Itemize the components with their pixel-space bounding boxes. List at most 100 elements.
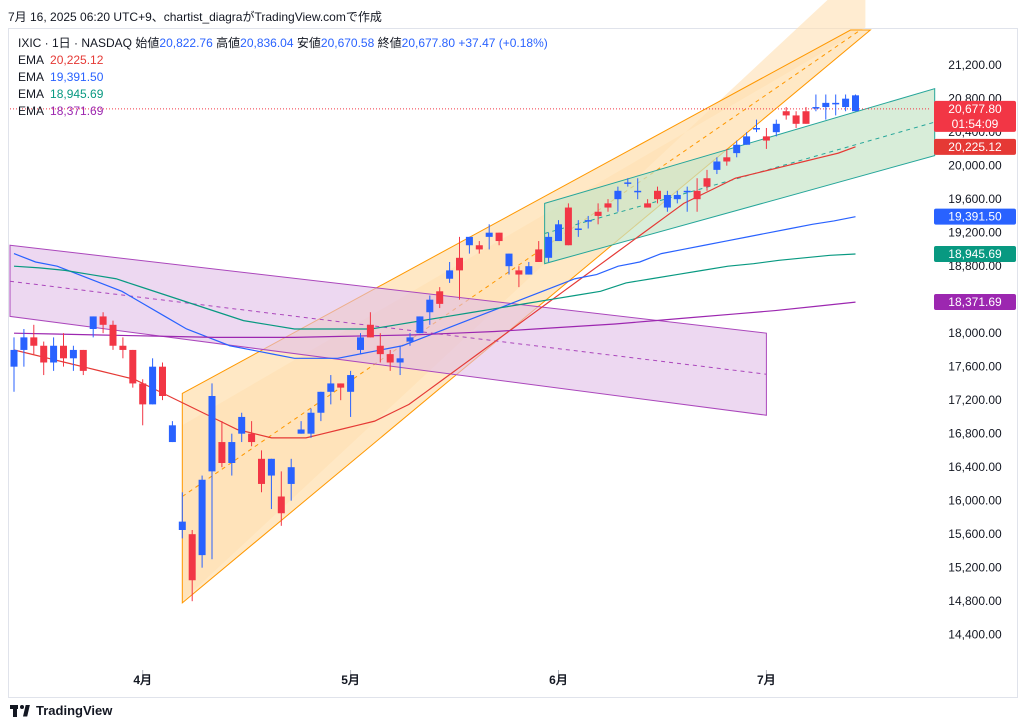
candle-body (644, 203, 652, 208)
ema-line-3 (13, 253, 856, 330)
candle-body (426, 299, 434, 313)
candle-body (228, 442, 236, 463)
candle-body (693, 190, 701, 200)
candle-body (723, 157, 731, 162)
candle-body (129, 349, 137, 384)
high-label: 高値 (216, 36, 241, 50)
candle-body (733, 144, 741, 154)
candle-body (842, 98, 850, 108)
candle-body (99, 316, 107, 325)
y-tick-label: 20,000.00 (948, 159, 1002, 173)
candle-body (198, 479, 206, 556)
candle-body (515, 270, 523, 275)
candle-body (297, 429, 305, 434)
candle-body (564, 207, 572, 246)
candle-body (307, 412, 315, 434)
candle-body (376, 345, 384, 355)
ema-label: EMA (18, 53, 45, 67)
ema-line-2 (13, 216, 856, 359)
candle-body (396, 358, 404, 363)
candle-body (555, 224, 562, 242)
ema-price-tag-1 (934, 138, 1016, 155)
symbol-label[interactable]: IXIC · 1日 · NASDAQ (18, 36, 133, 50)
candle-body (703, 178, 711, 187)
candle-body (218, 442, 226, 463)
ema-row-2[interactable]: EMA 19,391.50 (18, 69, 548, 86)
ema-row-3[interactable]: EMA 18,945.69 (18, 86, 548, 103)
change-value: +37.47 (+0.18%) (458, 36, 548, 50)
candle-body (525, 266, 533, 275)
countdown-text: 01:54:09 (952, 117, 999, 131)
candle-body (446, 270, 454, 279)
candle-body (624, 182, 632, 184)
ema-row-1[interactable]: EMA 20,225.12 (18, 52, 548, 69)
candle-body (654, 190, 661, 200)
candle-body (357, 337, 364, 350)
candles-group (10, 94, 859, 602)
candle-body (366, 324, 374, 338)
candle-body (505, 253, 513, 267)
tradingview-footer[interactable]: TradingView (10, 703, 112, 718)
ema-row-4[interactable]: EMA 18,371.69 (18, 103, 548, 120)
candle-body (208, 395, 216, 472)
open-value: 20,822.76 (159, 36, 213, 50)
ema-label: EMA (18, 87, 45, 101)
candle-body (238, 416, 246, 434)
candle-body (802, 111, 810, 124)
candle-body (89, 316, 97, 329)
candle-body (79, 349, 87, 371)
ema-price-tag-3 (934, 245, 1016, 262)
candle-body (535, 249, 543, 262)
candle-body (20, 337, 28, 350)
candle-body (119, 345, 127, 350)
ema-value: 18,945.69 (50, 87, 104, 101)
candle-body (258, 458, 265, 484)
candle-body (594, 211, 602, 216)
candle-body (60, 345, 67, 359)
x-tick-label: 6月 (549, 673, 568, 687)
ema-price-tag-1-text: 20,225.12 (948, 140, 1002, 154)
candle-body (545, 236, 553, 258)
candle-body (50, 345, 58, 363)
candle-body (159, 366, 166, 396)
high-value: 20,836.04 (240, 36, 294, 50)
candle-body (743, 136, 751, 145)
candle-body (832, 102, 840, 105)
y-tick-label: 18,800.00 (948, 259, 1002, 273)
y-tick-label: 19,200.00 (948, 226, 1002, 240)
last-price-text: 20,677.80 (948, 102, 1002, 116)
chart-legend: IXIC · 1日 · NASDAQ 始値20,822.76 高値20,836.… (18, 35, 548, 120)
channel-midline (9, 280, 767, 375)
ema-price-tag-4 (934, 294, 1016, 311)
y-tick-label: 16,000.00 (948, 494, 1002, 508)
y-tick-label: 17,600.00 (948, 360, 1002, 374)
candle-body (10, 349, 18, 367)
candle-body (436, 291, 444, 304)
ema-value: 19,391.50 (50, 70, 104, 84)
candle-body (188, 534, 196, 581)
y-tick-label: 16,800.00 (948, 427, 1002, 441)
candle-body (40, 345, 48, 363)
candle-body (584, 220, 592, 222)
candle-body (673, 194, 681, 200)
candle-body (782, 111, 790, 116)
ascending-channel-small (544, 87, 936, 265)
channel-midline (182, 29, 861, 497)
candle-body (30, 337, 38, 346)
close-label: 終値 (377, 36, 402, 50)
ema-label: EMA (18, 104, 45, 118)
y-tick-label: 19,600.00 (948, 192, 1002, 206)
candle-body (139, 383, 147, 405)
y-tick-label: 16,400.00 (948, 460, 1002, 474)
candle-body (574, 228, 582, 230)
ema-price-tag-3-text: 18,945.69 (948, 247, 1002, 261)
candle-body (168, 425, 176, 443)
candle-body (416, 316, 424, 334)
y-tick-label: 18,000.00 (948, 326, 1002, 340)
candle-body (465, 236, 473, 246)
close-value: 20,677.80 (401, 36, 456, 50)
candle-body (604, 203, 612, 208)
x-tick-label: 4月 (133, 673, 152, 687)
candle-body (683, 190, 691, 193)
